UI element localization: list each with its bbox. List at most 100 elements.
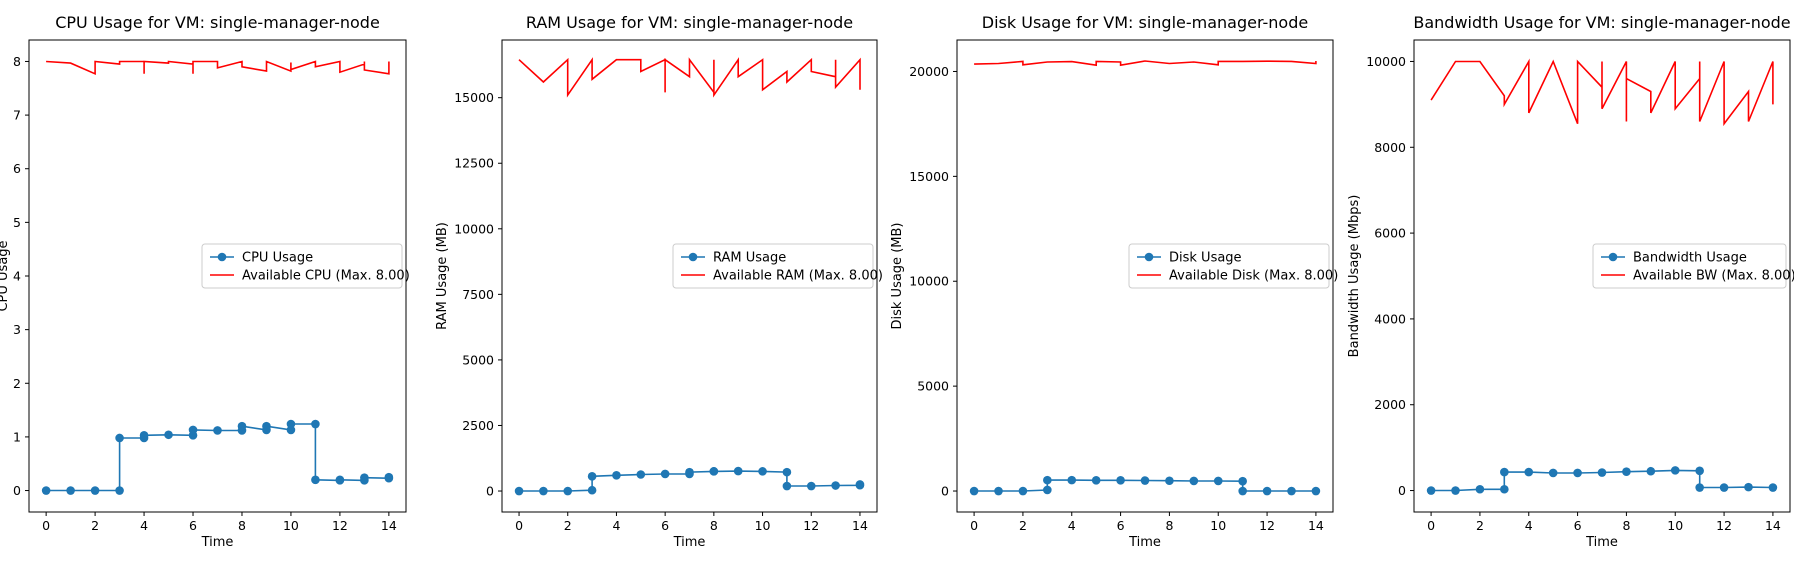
data-point — [1213, 476, 1223, 486]
data-point — [311, 419, 320, 429]
data-point — [1500, 484, 1509, 494]
legend-marker — [1608, 252, 1618, 262]
x-tick-label: 8 — [1622, 518, 1630, 533]
x-axis-label: Time — [1585, 535, 1618, 550]
data-point — [1067, 475, 1077, 485]
data-point — [90, 486, 100, 495]
legend-label: Disk Usage — [1169, 251, 1242, 266]
data-point — [1475, 484, 1485, 494]
y-tick-label: 8000 — [1374, 140, 1406, 155]
x-tick-label: 2 — [564, 518, 572, 533]
legend-label: Available RAM (Max. 8.00) — [713, 269, 883, 284]
data-point — [563, 486, 573, 496]
legend-label: Available BW (Max. 8.00) — [1633, 269, 1794, 284]
data-point — [1165, 476, 1174, 486]
x-tick-label: 6 — [189, 518, 197, 533]
legend-marker — [217, 252, 227, 262]
data-point — [1451, 486, 1460, 495]
data-point — [1548, 468, 1558, 478]
data-point — [1287, 486, 1296, 496]
plot-frame — [501, 39, 878, 513]
chart-panel-2: 0 2 4 6 8 10 12 14 0 2500 5000 7500 10000 12500 15000 R… — [435, 13, 883, 550]
series-line-available — [46, 60, 390, 76]
data-point — [1695, 483, 1704, 492]
data-point — [1262, 486, 1272, 496]
data-point — [1646, 466, 1656, 476]
plot-frame — [956, 39, 1334, 513]
x-tick-label: 6 — [1117, 518, 1125, 533]
x-tick-label: 12 — [803, 518, 819, 533]
data-point — [66, 486, 75, 495]
x-tick-label: 8 — [238, 518, 246, 533]
legend-label: RAM Usage — [713, 251, 786, 266]
y-tick-label: 2 — [13, 376, 21, 391]
x-tick-label: 6 — [1574, 518, 1582, 533]
data-point — [1597, 468, 1607, 477]
data-point — [660, 469, 670, 479]
data-point — [709, 467, 719, 476]
y-tick-label: 3 — [13, 322, 21, 337]
series-line-available — [518, 57, 861, 98]
y-tick-label: 0 — [1398, 483, 1406, 498]
legend-marker — [688, 252, 698, 262]
chart-panel-4: 0 2 4 6 8 10 12 14 0 2000 4000 6000 8000 10000 Bandwid… — [1347, 13, 1794, 550]
y-tick-label: 5000 — [917, 379, 949, 394]
x-tick-label: 0 — [1427, 518, 1435, 533]
data-point — [1140, 476, 1150, 485]
x-tick-label: 12 — [1259, 518, 1275, 533]
data-point — [213, 426, 222, 435]
data-point — [1744, 482, 1753, 492]
data-point — [514, 486, 524, 496]
data-point — [782, 481, 792, 491]
x-tick-label: 12 — [332, 518, 348, 533]
x-tick-label: 10 — [1210, 518, 1226, 533]
plot-frame — [1413, 39, 1791, 513]
y-tick-label: 8 — [13, 54, 21, 69]
legend-box — [201, 243, 403, 289]
data-point — [1573, 468, 1582, 478]
legend-marker — [1144, 252, 1154, 262]
data-point — [539, 486, 548, 496]
legend: RAM Usage Available RAM (Max. 8.00) — [672, 243, 883, 289]
data-point — [1043, 485, 1052, 495]
x-tick-label: 0 — [970, 518, 978, 533]
y-tick-label: 20000 — [909, 64, 949, 79]
y-axis-label: Bandwidth Usage (Mbps) — [1347, 195, 1362, 358]
legend-box — [1592, 243, 1787, 289]
x-tick-label: 14 — [1308, 518, 1324, 533]
chart-title: Disk Usage for VM: single-manager-node — [982, 13, 1308, 32]
data-point — [733, 466, 743, 476]
x-tick-label: 10 — [755, 518, 771, 533]
legend: Disk Usage Available Disk (Max. 8.00) — [1128, 243, 1338, 289]
data-point — [335, 475, 345, 485]
data-point — [41, 486, 51, 495]
x-axis-label: Time — [673, 535, 706, 550]
x-tick-label: 4 — [140, 518, 148, 533]
data-point — [115, 433, 124, 443]
data-point — [1695, 466, 1704, 476]
y-tick-label: 15000 — [454, 90, 494, 105]
x-tick-label: 10 — [1667, 518, 1683, 533]
data-point — [806, 481, 816, 491]
legend-label: Available CPU (Max. 8.00) — [242, 269, 410, 284]
y-tick-label: 0 — [941, 484, 949, 499]
y-axis-label: CPU Usage — [0, 240, 11, 311]
y-tick-label: 5000 — [462, 352, 494, 367]
data-point — [758, 467, 767, 476]
x-tick-label: 6 — [661, 518, 669, 533]
y-tick-label: 10000 — [1366, 54, 1406, 69]
data-point — [237, 421, 247, 431]
y-tick-label: 5 — [13, 215, 21, 230]
x-tick-label: 0 — [515, 518, 523, 533]
x-axis-label: Time — [1128, 535, 1161, 550]
data-point — [286, 419, 296, 429]
y-axis-label: RAM Usage (MB) — [435, 222, 450, 330]
data-point — [360, 473, 369, 482]
data-point — [1043, 475, 1052, 485]
chart-panel-3: 0 2 4 6 8 10 12 14 0 5000 10000 15000 20000 Disk Usag… — [890, 13, 1338, 550]
data-point — [188, 425, 198, 435]
data-point — [1768, 483, 1778, 492]
data-point — [782, 467, 792, 477]
y-tick-label: 2000 — [1374, 397, 1406, 412]
